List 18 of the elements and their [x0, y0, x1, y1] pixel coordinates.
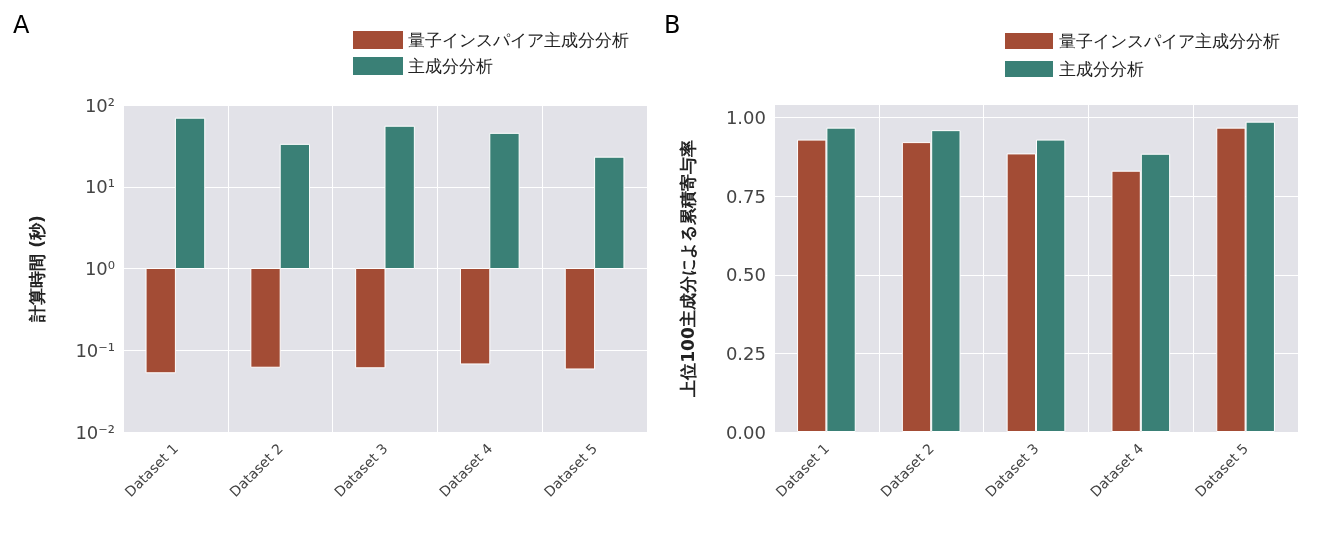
y-tick-label: 10⁻¹ [75, 339, 115, 361]
legend-label: 主成分分析 [1059, 59, 1144, 79]
y-tick-label: 0.50 [725, 264, 766, 286]
legend-label: 量子インスパイア主成分分析 [1059, 31, 1280, 51]
chart-title: A [13, 11, 30, 39]
y-tick-label: 10⁰ [84, 258, 115, 279]
y-axis-title: 上位100主成分による累積寄与率 [677, 140, 698, 398]
y-tick-label: 0.00 [725, 421, 766, 443]
y-tick-label: 10¹ [84, 176, 115, 198]
y-axis-title: 計算時間 (秒) [26, 215, 47, 323]
y-tick-label: 10² [84, 94, 115, 116]
legend-label: 主成分分析 [408, 56, 493, 76]
y-tick-label: 0.75 [725, 185, 766, 207]
y-tick-label: 1.00 [725, 107, 766, 129]
y-tick-label: 0.25 [725, 342, 766, 364]
legend-label: 量子インスパイア主成分分析 [408, 30, 629, 50]
chart-title: B [664, 11, 681, 39]
y-tick-label: 10⁻² [75, 421, 115, 443]
